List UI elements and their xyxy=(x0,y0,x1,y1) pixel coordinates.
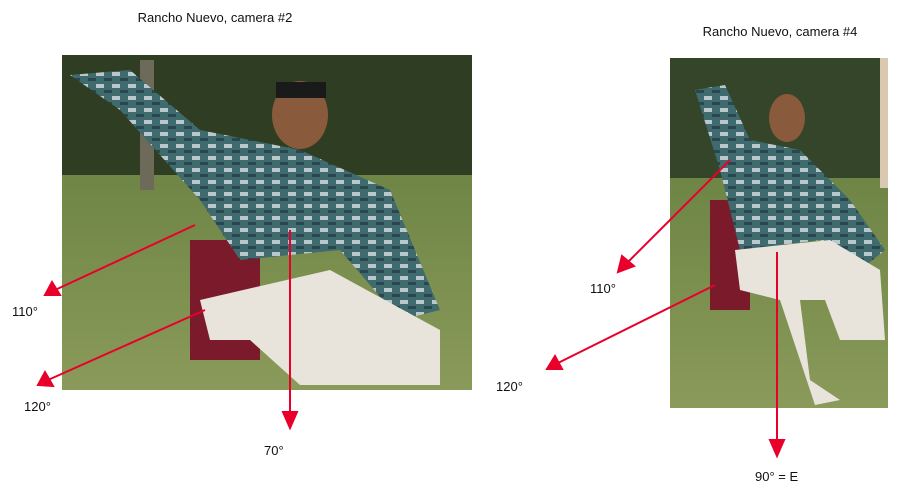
angle-label: 70° xyxy=(264,443,284,458)
angle-label: 90° = E xyxy=(755,469,798,484)
angle-label: 120° xyxy=(24,399,51,414)
angle-label: 110° xyxy=(590,281,616,296)
angle-label: 120° xyxy=(496,379,523,394)
panel-title: Rancho Nuevo, camera #4 xyxy=(703,24,858,39)
photo-camera-2 xyxy=(62,55,472,390)
photo-camera-4 xyxy=(670,58,888,408)
angle-label: 110° xyxy=(12,304,38,319)
panel-title: Rancho Nuevo, camera #2 xyxy=(138,10,293,25)
figure: Rancho Nuevo, camera #2 Rancho Nuevo, ca… xyxy=(0,0,898,493)
